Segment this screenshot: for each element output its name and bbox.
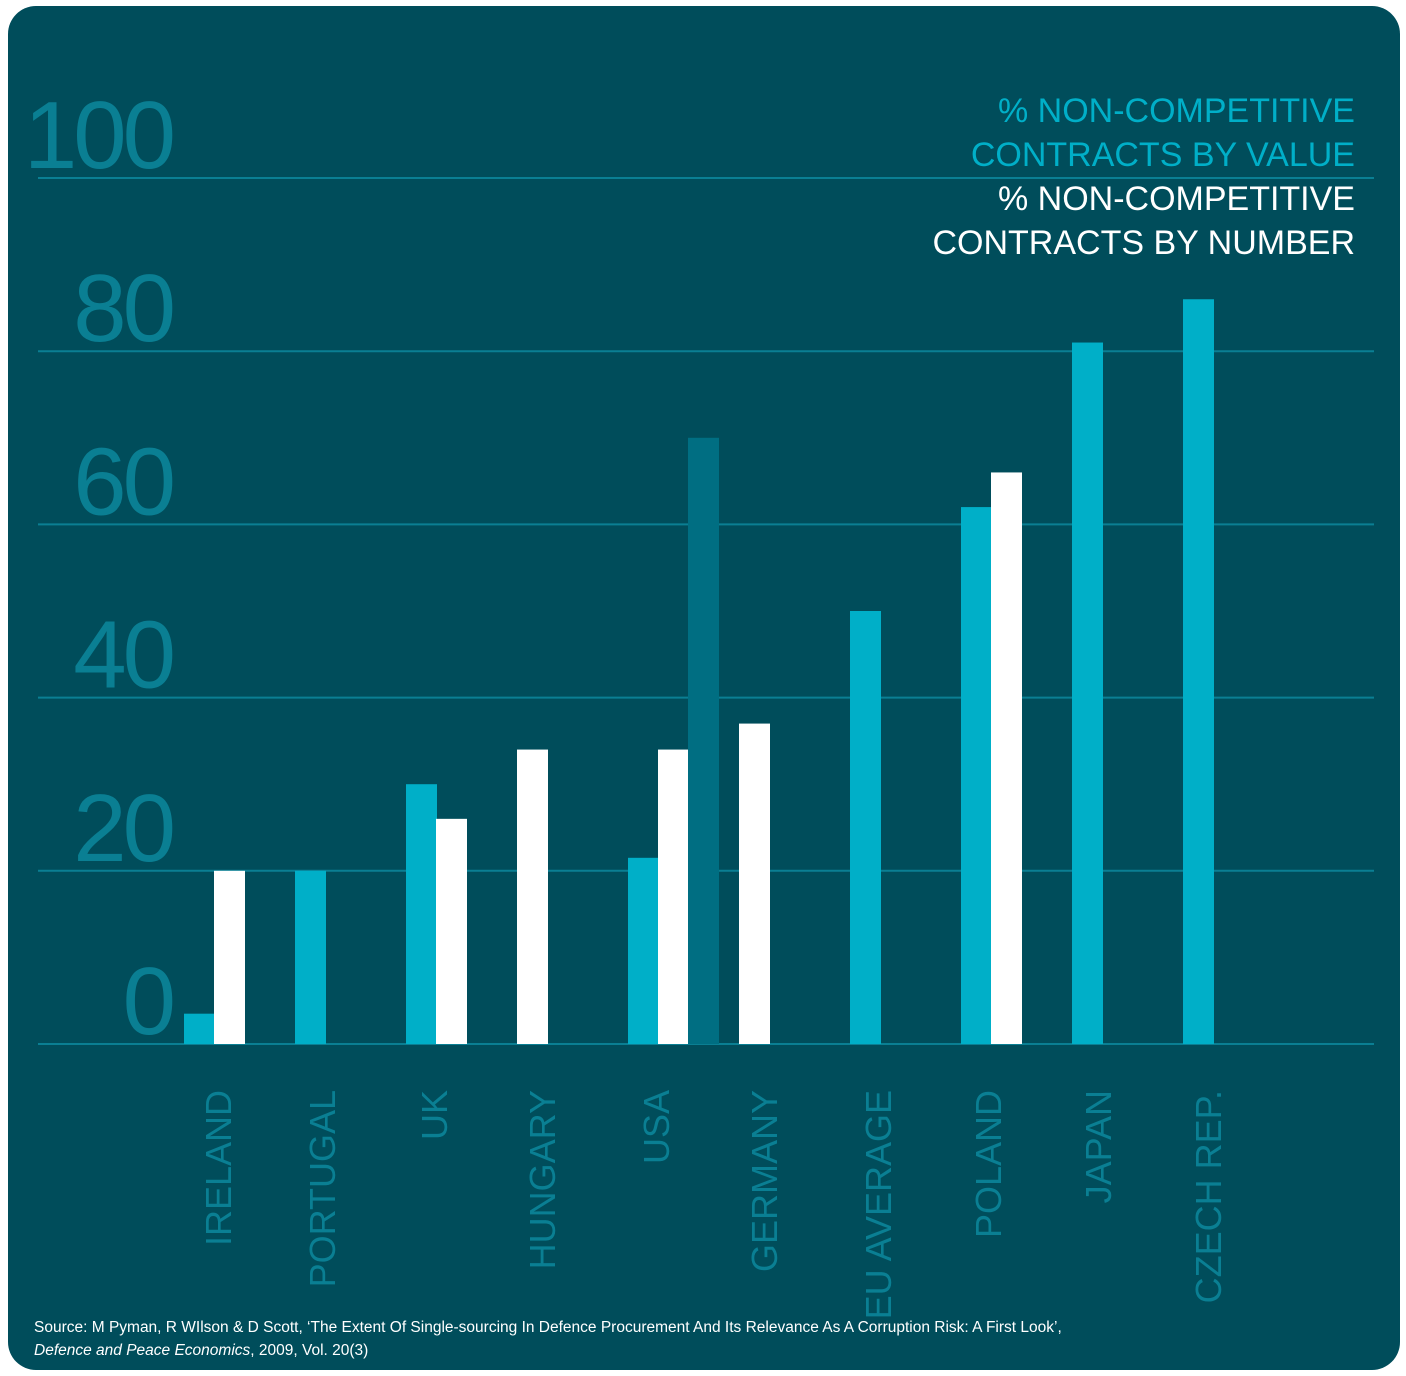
- chart-card: 0 20 40 60 80 100 IRELAND PORTUGAL UK HUNGARY USA…: [8, 6, 1400, 1370]
- x-tick-label: CZECH REP.: [1188, 1090, 1229, 1303]
- legend-value-line-1: % NON-COMPETITIVE: [998, 92, 1355, 130]
- x-tick-label: PORTUGAL: [302, 1090, 343, 1287]
- bar-usa-series-1: [628, 857, 659, 1044]
- bar-hungary-series-2: [517, 749, 548, 1044]
- x-tick-label: HUNGARY: [522, 1090, 563, 1269]
- bar-ireland-series-1: [184, 1013, 215, 1044]
- source-details: , 2009, Vol. 20(3): [250, 1342, 369, 1359]
- bar-portugal-series-1: [295, 870, 326, 1044]
- bar-usa-series-3: [688, 437, 719, 1044]
- y-tick-label: 100: [24, 82, 173, 189]
- y-tick-label: 80: [73, 255, 172, 362]
- bar-usa-series-2: [658, 749, 689, 1044]
- bar-japan-series-1: [1072, 342, 1103, 1044]
- legend-number-line-1: % NON-COMPETITIVE: [998, 180, 1355, 218]
- y-tick-label: 20: [73, 775, 172, 882]
- bar-eu-average-series-1: [850, 611, 881, 1044]
- bars: [184, 299, 1214, 1045]
- legend-number-line-2: CONTRACTS BY NUMBER: [932, 224, 1355, 262]
- y-tick-label: 60: [73, 428, 172, 535]
- y-tick-label: 40: [73, 602, 172, 709]
- x-tick-label: JAPAN: [1078, 1090, 1119, 1203]
- bar-ireland-series-2: [214, 870, 245, 1044]
- x-tick-label: UK: [414, 1090, 455, 1140]
- bar-czech-rep-series-1: [1183, 299, 1214, 1044]
- bar-uk-series-2: [436, 818, 467, 1044]
- x-axis-ticks: IRELAND PORTUGAL UK HUNGARY USA GERMANY EU AVE…: [198, 1090, 1229, 1319]
- y-axis-ticks: 0 20 40 60 80 100: [24, 82, 177, 1055]
- source-text: Source: M Pyman, R WIlson & D Scott, ‘Th…: [34, 1319, 1062, 1336]
- source-journal: Defence and Peace Economics: [34, 1342, 251, 1359]
- y-tick-label: 0: [123, 948, 173, 1055]
- bar-poland-series-2: [991, 472, 1022, 1044]
- x-tick-label: EU AVERAGE: [858, 1090, 899, 1319]
- x-tick-label: POLAND: [968, 1090, 1009, 1238]
- x-tick-label: IRELAND: [198, 1090, 239, 1246]
- bar-uk-series-1: [406, 784, 437, 1044]
- x-tick-label: USA: [636, 1090, 677, 1164]
- legend-value-line-2: CONTRACTS BY VALUE: [971, 136, 1355, 174]
- legend: % NON-COMPETITIVE CONTRACTS BY VALUE % N…: [932, 92, 1355, 262]
- source-citation: Source: M Pyman, R WIlson & D Scott, ‘Th…: [34, 1316, 1374, 1362]
- bar-poland-series-1: [961, 507, 992, 1045]
- bar-chart: 0 20 40 60 80 100 IRELAND PORTUGAL UK HUNGARY USA…: [24, 82, 1374, 1319]
- bar-germany-series-2: [739, 723, 770, 1044]
- x-tick-label: GERMANY: [744, 1090, 785, 1272]
